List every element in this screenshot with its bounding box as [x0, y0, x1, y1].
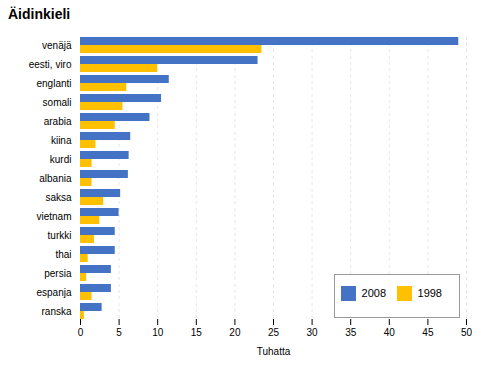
svg-text:15: 15: [191, 327, 203, 338]
svg-text:kiina: kiina: [51, 135, 72, 146]
svg-text:35: 35: [345, 327, 357, 338]
svg-text:thai: thai: [55, 249, 71, 260]
svg-text:20: 20: [229, 327, 241, 338]
svg-text:40: 40: [384, 327, 396, 338]
svg-text:espanja: espanja: [36, 287, 71, 298]
svg-text:eesti, viro: eesti, viro: [29, 59, 72, 70]
html-text:Äidinkieli: Äidinkieli: [8, 6, 71, 22]
svg-text:somali: somali: [43, 97, 72, 108]
svg-text:10: 10: [152, 327, 164, 338]
svg-text:englanti: englanti: [36, 78, 71, 89]
svg-text:arabia: arabia: [44, 116, 72, 127]
svg-text:45: 45: [422, 327, 434, 338]
html-text:1998: 1998: [417, 287, 442, 299]
svg-text:saksa: saksa: [45, 192, 72, 203]
svg-text:vietnam: vietnam: [36, 211, 71, 222]
svg-text:5: 5: [116, 327, 122, 338]
svg-text:Tuhatta: Tuhatta: [257, 346, 291, 357]
svg-text:0: 0: [78, 327, 84, 338]
svg-text:50: 50: [461, 327, 473, 338]
svg-text:turkki: turkki: [48, 230, 72, 241]
svg-text:ranska: ranska: [41, 306, 71, 317]
svg-text:albania: albania: [39, 173, 72, 184]
svg-text:kurdi: kurdi: [50, 154, 72, 165]
svg-text:venäjä: venäjä: [42, 40, 72, 51]
svg-text:persia: persia: [44, 268, 72, 279]
svg-text:25: 25: [268, 327, 280, 338]
svg-text:30: 30: [307, 327, 319, 338]
html-text:2008: 2008: [361, 287, 386, 299]
